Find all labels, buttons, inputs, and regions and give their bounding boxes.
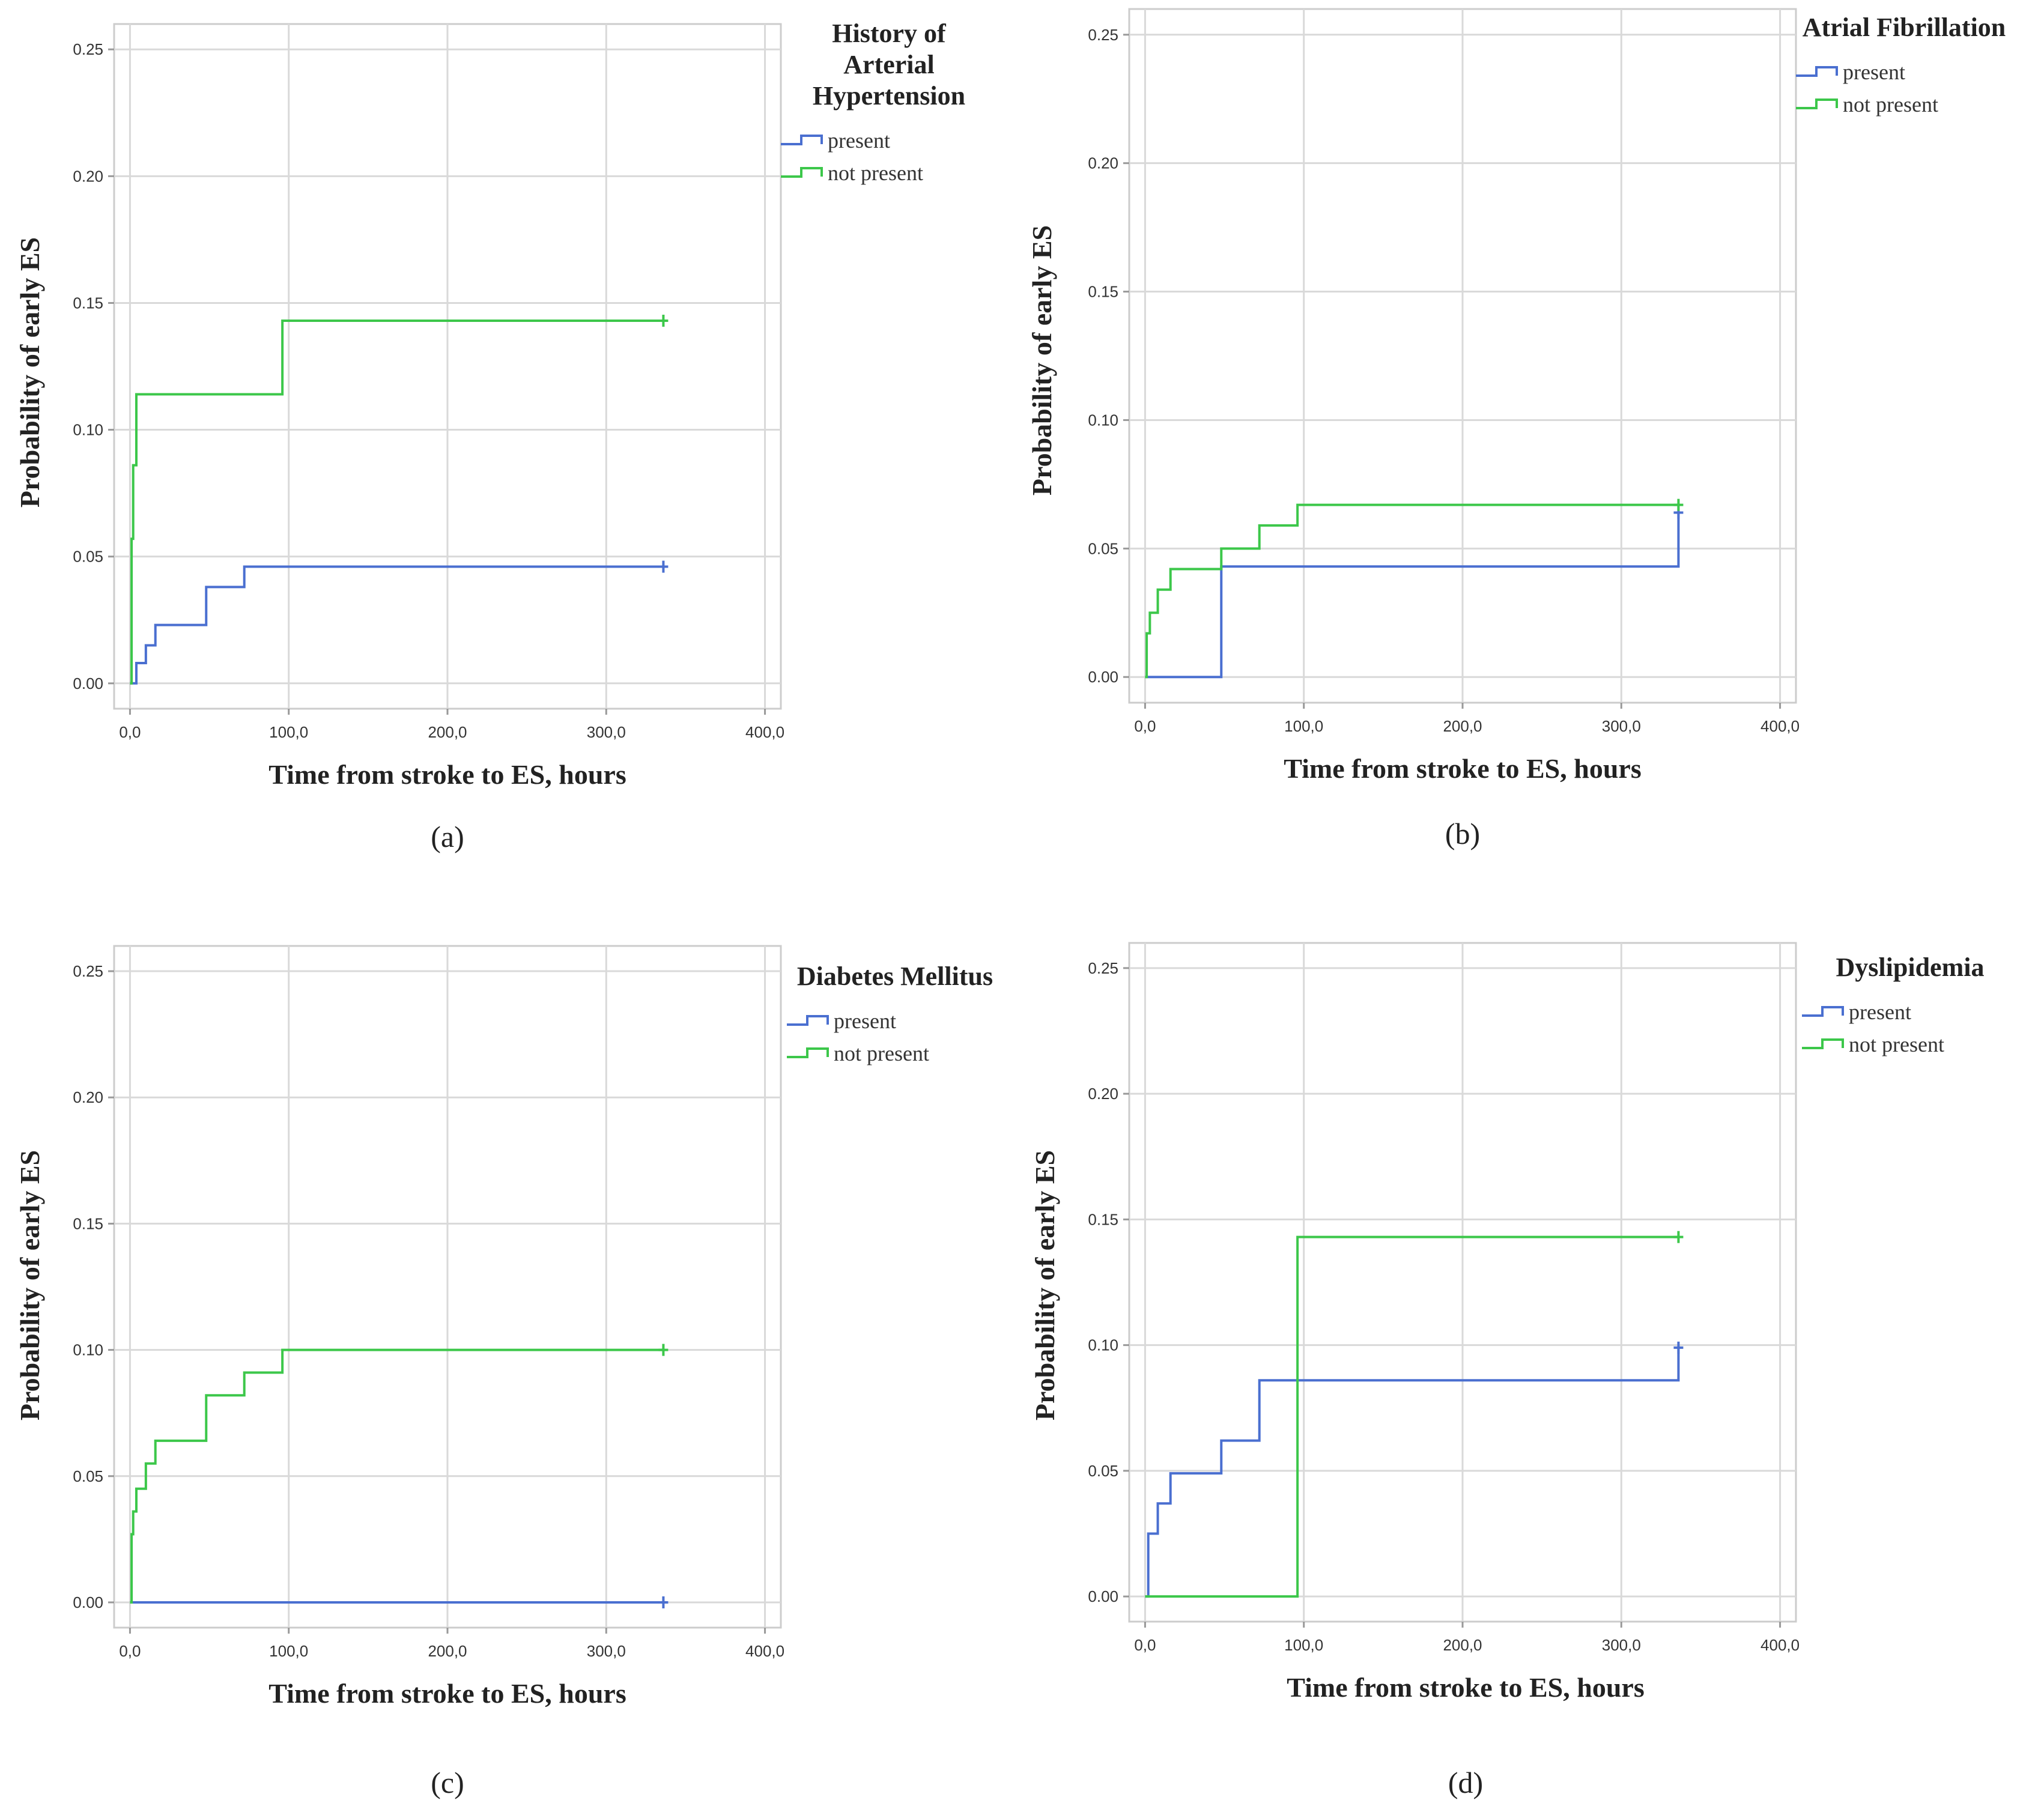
x-tick-label: 400,0 <box>745 1642 784 1660</box>
y-tick-label: 0.25 <box>1088 959 1118 977</box>
legend-swatch-present <box>787 1016 828 1025</box>
x-axis-title: Time from stroke to ES, hours <box>268 759 626 790</box>
y-tick-label: 0.00 <box>73 674 103 692</box>
legend-swatch-not-present <box>781 168 822 177</box>
y-tick-label: 0.25 <box>73 40 103 58</box>
y-tick-label: 0.10 <box>73 421 103 439</box>
legend-label-not-present: not present <box>834 1041 929 1065</box>
legend-label-present: present <box>1849 1000 1911 1024</box>
x-tick-label: 300,0 <box>1602 1636 1641 1654</box>
y-tick-label: 0.10 <box>73 1341 103 1359</box>
y-axis-title: Probability of early ES <box>1030 1150 1060 1420</box>
legend-swatch-not-present <box>1796 100 1837 108</box>
legend-label-not-present: not present <box>1843 92 1938 117</box>
legend-label-present: present <box>828 129 890 153</box>
x-tick-label: 100,0 <box>1284 1636 1323 1654</box>
panel-label: (b) <box>1445 817 1480 850</box>
y-tick-label: 0.00 <box>1088 668 1118 686</box>
legend-label-not-present: not present <box>828 161 923 185</box>
legend-swatch-not-present <box>787 1049 828 1057</box>
x-tick-label: 200,0 <box>1443 717 1482 735</box>
x-tick-label: 400,0 <box>1760 1636 1800 1654</box>
panel-label: (d) <box>1448 1766 1483 1799</box>
y-tick-label: 0.00 <box>1088 1587 1118 1605</box>
legend-label-present: present <box>834 1009 896 1033</box>
y-tick-label: 0.10 <box>1088 411 1118 429</box>
chart-panel-2: 0,0 100,0 200,0 300,0 400,0 0.00 0.05 0.10 0.15 0… <box>14 946 993 1799</box>
x-tick-label: 400,0 <box>745 723 784 741</box>
legend-title: Atrial Fibrillation <box>1803 13 2006 42</box>
figure-svg: 0,0 100,0 200,0 300,0 400,0 0.00 0.05 0.10 0.15 0… <box>0 0 2044 1815</box>
legend-swatch-present <box>1802 1007 1843 1016</box>
y-axis-title: Probability of early ES <box>14 237 45 508</box>
x-tick-label: 200,0 <box>1443 1636 1482 1654</box>
chart-panel-0: 0,0 100,0 200,0 300,0 400,0 0.00 0.05 0.10 0.15 0… <box>14 19 965 853</box>
y-tick-label: 0.25 <box>73 962 103 980</box>
legend-label-not-present: not present <box>1849 1032 1944 1056</box>
y-tick-label: 0.25 <box>1088 26 1118 44</box>
panel-label: (a) <box>431 820 464 853</box>
chart-panel-3: 0,0 100,0 200,0 300,0 400,0 0.00 0.05 0.10 0.15 0… <box>1030 943 1984 1799</box>
y-tick-label: 0.20 <box>73 167 103 185</box>
y-tick-label: 0.15 <box>73 1214 103 1232</box>
y-tick-label: 0.05 <box>73 1467 103 1485</box>
legend-label-present: present <box>1843 60 1905 84</box>
y-tick-label: 0.05 <box>1088 1462 1118 1480</box>
x-tick-label: 100,0 <box>269 1642 308 1660</box>
figure: 0,0 100,0 200,0 300,0 400,0 0.00 0.05 0.10 0.15 0… <box>0 0 2044 1815</box>
y-axis-title: Probability of early ES <box>14 1150 45 1420</box>
x-tick-label: 300,0 <box>587 1642 626 1660</box>
y-tick-label: 0.10 <box>1088 1336 1118 1354</box>
x-tick-label: 0,0 <box>119 1642 141 1660</box>
x-tick-label: 300,0 <box>1602 717 1641 735</box>
x-axis-title: Time from stroke to ES, hours <box>1287 1672 1644 1703</box>
x-tick-label: 100,0 <box>269 723 308 741</box>
y-tick-label: 0.20 <box>1088 154 1118 172</box>
chart-panel-1: 0,0 100,0 200,0 300,0 400,0 0.00 0.05 0.10 0.15 0… <box>1027 9 2006 850</box>
x-tick-label: 200,0 <box>428 1642 467 1660</box>
y-axis-title: Probability of early ES <box>1027 225 1057 495</box>
x-tick-label: 0,0 <box>119 723 141 741</box>
legend-title: History of <box>832 19 947 48</box>
x-tick-label: 0,0 <box>1134 717 1156 735</box>
y-tick-label: 0.00 <box>73 1593 103 1611</box>
legend-title: Hypertension <box>813 81 965 111</box>
y-tick-label: 0.05 <box>1088 539 1118 557</box>
y-tick-label: 0.15 <box>1088 283 1118 301</box>
x-axis-title: Time from stroke to ES, hours <box>1284 753 1641 784</box>
x-tick-label: 0,0 <box>1134 1636 1156 1654</box>
legend-swatch-present <box>1796 67 1837 76</box>
x-tick-label: 100,0 <box>1284 717 1323 735</box>
legend-title: Diabetes Mellitus <box>797 962 993 991</box>
legend-swatch-not-present <box>1802 1040 1843 1048</box>
legend-title: Dyslipidemia <box>1836 953 1985 982</box>
x-axis-title: Time from stroke to ES, hours <box>268 1678 626 1709</box>
panel-label: (c) <box>431 1766 464 1799</box>
legend-swatch-present <box>781 136 822 144</box>
y-tick-label: 0.15 <box>1088 1210 1118 1228</box>
legend-title: Arterial <box>843 50 934 79</box>
y-tick-label: 0.15 <box>73 294 103 312</box>
y-tick-label: 0.20 <box>1088 1085 1118 1103</box>
y-tick-label: 0.05 <box>73 548 103 566</box>
x-tick-label: 300,0 <box>587 723 626 741</box>
y-tick-label: 0.20 <box>73 1088 103 1106</box>
x-tick-label: 400,0 <box>1760 717 1800 735</box>
x-tick-label: 200,0 <box>428 723 467 741</box>
